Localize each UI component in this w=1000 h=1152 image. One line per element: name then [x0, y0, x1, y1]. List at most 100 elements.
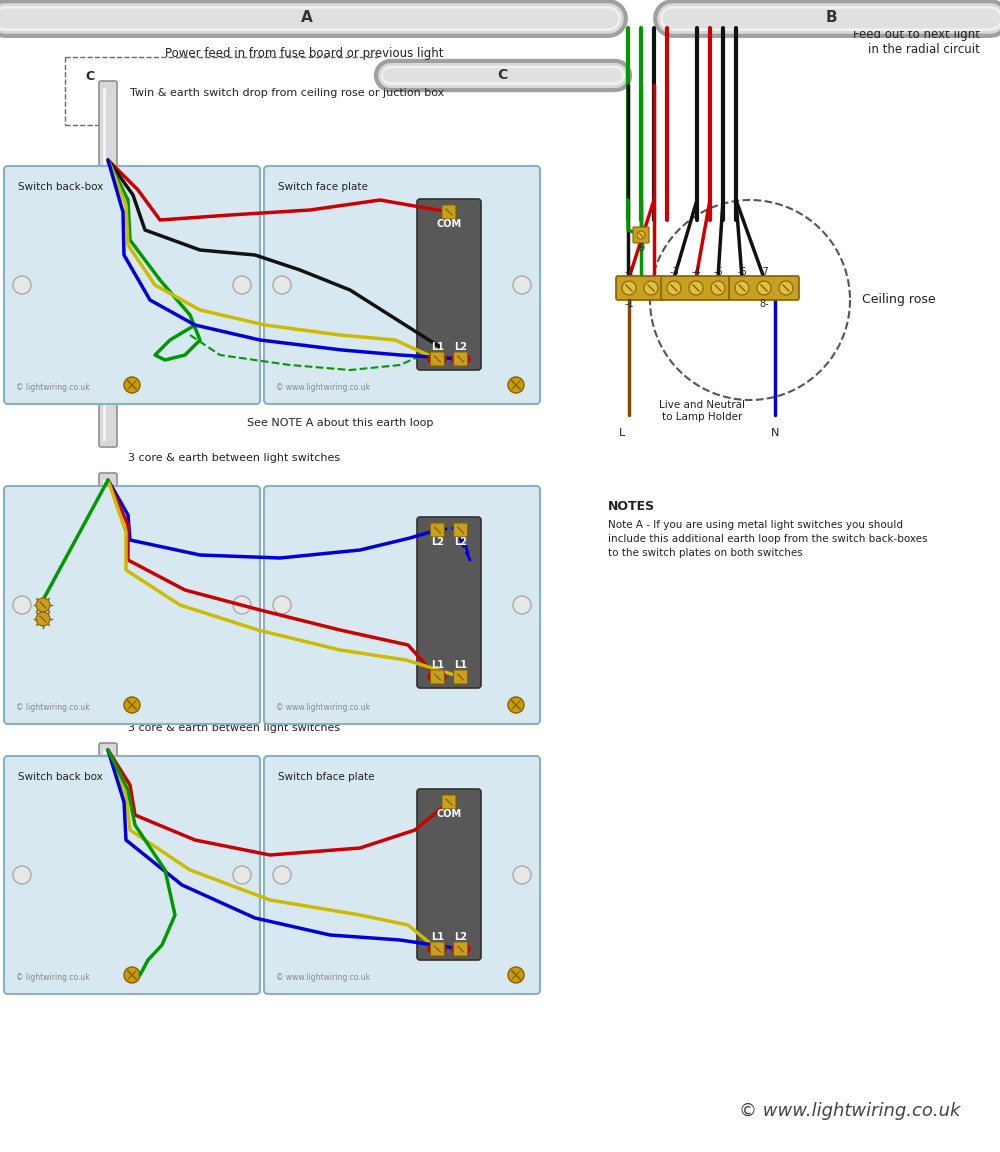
- FancyBboxPatch shape: [442, 205, 456, 219]
- Text: See NOTE A about this earth loop: See NOTE A about this earth loop: [247, 418, 433, 429]
- Text: © www.lightwiring.co.uk: © www.lightwiring.co.uk: [276, 382, 370, 392]
- Text: 8-: 8-: [759, 300, 769, 309]
- Text: © lightwiring.co.uk: © lightwiring.co.uk: [16, 703, 90, 712]
- Circle shape: [513, 276, 531, 294]
- Circle shape: [637, 232, 645, 238]
- Circle shape: [644, 281, 658, 295]
- Circle shape: [757, 281, 771, 295]
- Circle shape: [273, 866, 291, 884]
- Circle shape: [124, 697, 140, 713]
- FancyBboxPatch shape: [264, 756, 540, 994]
- Text: E: E: [73, 848, 83, 862]
- Circle shape: [689, 281, 703, 295]
- Text: -1: -1: [624, 300, 634, 309]
- Text: -7: -7: [759, 267, 769, 276]
- Text: © www.lightwiring.co.uk: © www.lightwiring.co.uk: [276, 973, 370, 982]
- FancyBboxPatch shape: [264, 166, 540, 404]
- Text: C: C: [497, 68, 508, 82]
- FancyBboxPatch shape: [454, 353, 468, 366]
- FancyBboxPatch shape: [99, 743, 117, 982]
- Circle shape: [711, 281, 725, 295]
- Text: L1: L1: [431, 342, 444, 353]
- Text: -5: -5: [713, 267, 723, 276]
- Circle shape: [513, 866, 531, 884]
- Text: C: C: [73, 256, 83, 270]
- FancyBboxPatch shape: [417, 789, 481, 960]
- Circle shape: [622, 281, 636, 295]
- Text: D: D: [72, 578, 84, 592]
- FancyBboxPatch shape: [454, 523, 468, 537]
- FancyBboxPatch shape: [99, 81, 117, 447]
- Text: Switch bface plate: Switch bface plate: [278, 772, 374, 782]
- Text: Twin & earth switch drop from ceiling rose or juction box: Twin & earth switch drop from ceiling ro…: [130, 88, 444, 98]
- FancyBboxPatch shape: [661, 276, 731, 300]
- Text: N: N: [771, 429, 779, 438]
- Text: -6: -6: [737, 267, 747, 276]
- Circle shape: [735, 281, 749, 295]
- FancyBboxPatch shape: [4, 166, 260, 404]
- Text: COM: COM: [436, 219, 462, 229]
- Text: L2: L2: [454, 342, 467, 353]
- FancyBboxPatch shape: [430, 523, 444, 537]
- Text: L2: L2: [431, 537, 444, 547]
- Text: Terminal block: Terminal block: [58, 600, 128, 611]
- Text: COM: COM: [436, 809, 462, 819]
- Circle shape: [36, 612, 50, 626]
- Text: NOTES: NOTES: [608, 500, 655, 513]
- FancyBboxPatch shape: [454, 670, 468, 684]
- FancyBboxPatch shape: [264, 486, 540, 723]
- Circle shape: [273, 596, 291, 614]
- Text: Switch back-box: Switch back-box: [18, 182, 103, 192]
- Circle shape: [273, 276, 291, 294]
- Text: L2: L2: [454, 537, 467, 547]
- Text: © www.lightwiring.co.uk: © www.lightwiring.co.uk: [276, 703, 370, 712]
- Text: -4: -4: [691, 267, 701, 276]
- Text: A: A: [301, 10, 312, 25]
- Text: 3 core & earth between light switches: 3 core & earth between light switches: [128, 723, 340, 733]
- Circle shape: [124, 967, 140, 983]
- Text: Note A - If you are using metal light switches you should
include this additiona: Note A - If you are using metal light sw…: [608, 520, 928, 558]
- Circle shape: [36, 598, 50, 612]
- Text: L1: L1: [431, 660, 444, 670]
- Circle shape: [508, 967, 524, 983]
- FancyBboxPatch shape: [99, 473, 117, 717]
- Text: Switch face plate: Switch face plate: [278, 182, 368, 192]
- Text: L1: L1: [454, 660, 467, 670]
- FancyBboxPatch shape: [430, 353, 444, 366]
- Circle shape: [124, 377, 140, 393]
- Text: -2: -2: [624, 267, 634, 276]
- FancyBboxPatch shape: [430, 942, 444, 956]
- Circle shape: [667, 281, 681, 295]
- FancyBboxPatch shape: [430, 670, 444, 684]
- FancyBboxPatch shape: [417, 517, 481, 688]
- Text: C: C: [85, 70, 95, 83]
- Circle shape: [513, 596, 531, 614]
- Circle shape: [13, 596, 31, 614]
- Text: Live and Neutral
to Lamp Holder: Live and Neutral to Lamp Holder: [659, 400, 745, 422]
- FancyBboxPatch shape: [417, 199, 481, 370]
- Text: 3 core & earth between light switches: 3 core & earth between light switches: [128, 453, 340, 463]
- Circle shape: [233, 866, 251, 884]
- Text: L2: L2: [454, 932, 467, 942]
- Text: © lightwiring.co.uk: © lightwiring.co.uk: [16, 973, 90, 982]
- Text: Power feed in from fuse board or previous light: Power feed in from fuse board or previou…: [165, 47, 444, 60]
- Text: © www.lightwiring.co.uk: © www.lightwiring.co.uk: [739, 1102, 960, 1120]
- Text: © lightwiring.co.uk: © lightwiring.co.uk: [16, 382, 90, 392]
- Text: B: B: [825, 10, 837, 25]
- Circle shape: [779, 281, 793, 295]
- FancyBboxPatch shape: [729, 276, 799, 300]
- FancyBboxPatch shape: [442, 795, 456, 809]
- FancyBboxPatch shape: [616, 276, 664, 300]
- Circle shape: [233, 596, 251, 614]
- Text: Switch back box: Switch back box: [18, 772, 103, 782]
- FancyBboxPatch shape: [4, 756, 260, 994]
- Text: Feed out to next light
in the radial circuit: Feed out to next light in the radial cir…: [853, 28, 980, 56]
- Circle shape: [508, 697, 524, 713]
- Text: L: L: [619, 429, 625, 438]
- Text: 9: 9: [638, 243, 644, 253]
- Circle shape: [233, 276, 251, 294]
- Circle shape: [13, 866, 31, 884]
- FancyBboxPatch shape: [4, 486, 260, 723]
- FancyBboxPatch shape: [633, 227, 649, 243]
- Text: Ceiling rose: Ceiling rose: [862, 294, 936, 306]
